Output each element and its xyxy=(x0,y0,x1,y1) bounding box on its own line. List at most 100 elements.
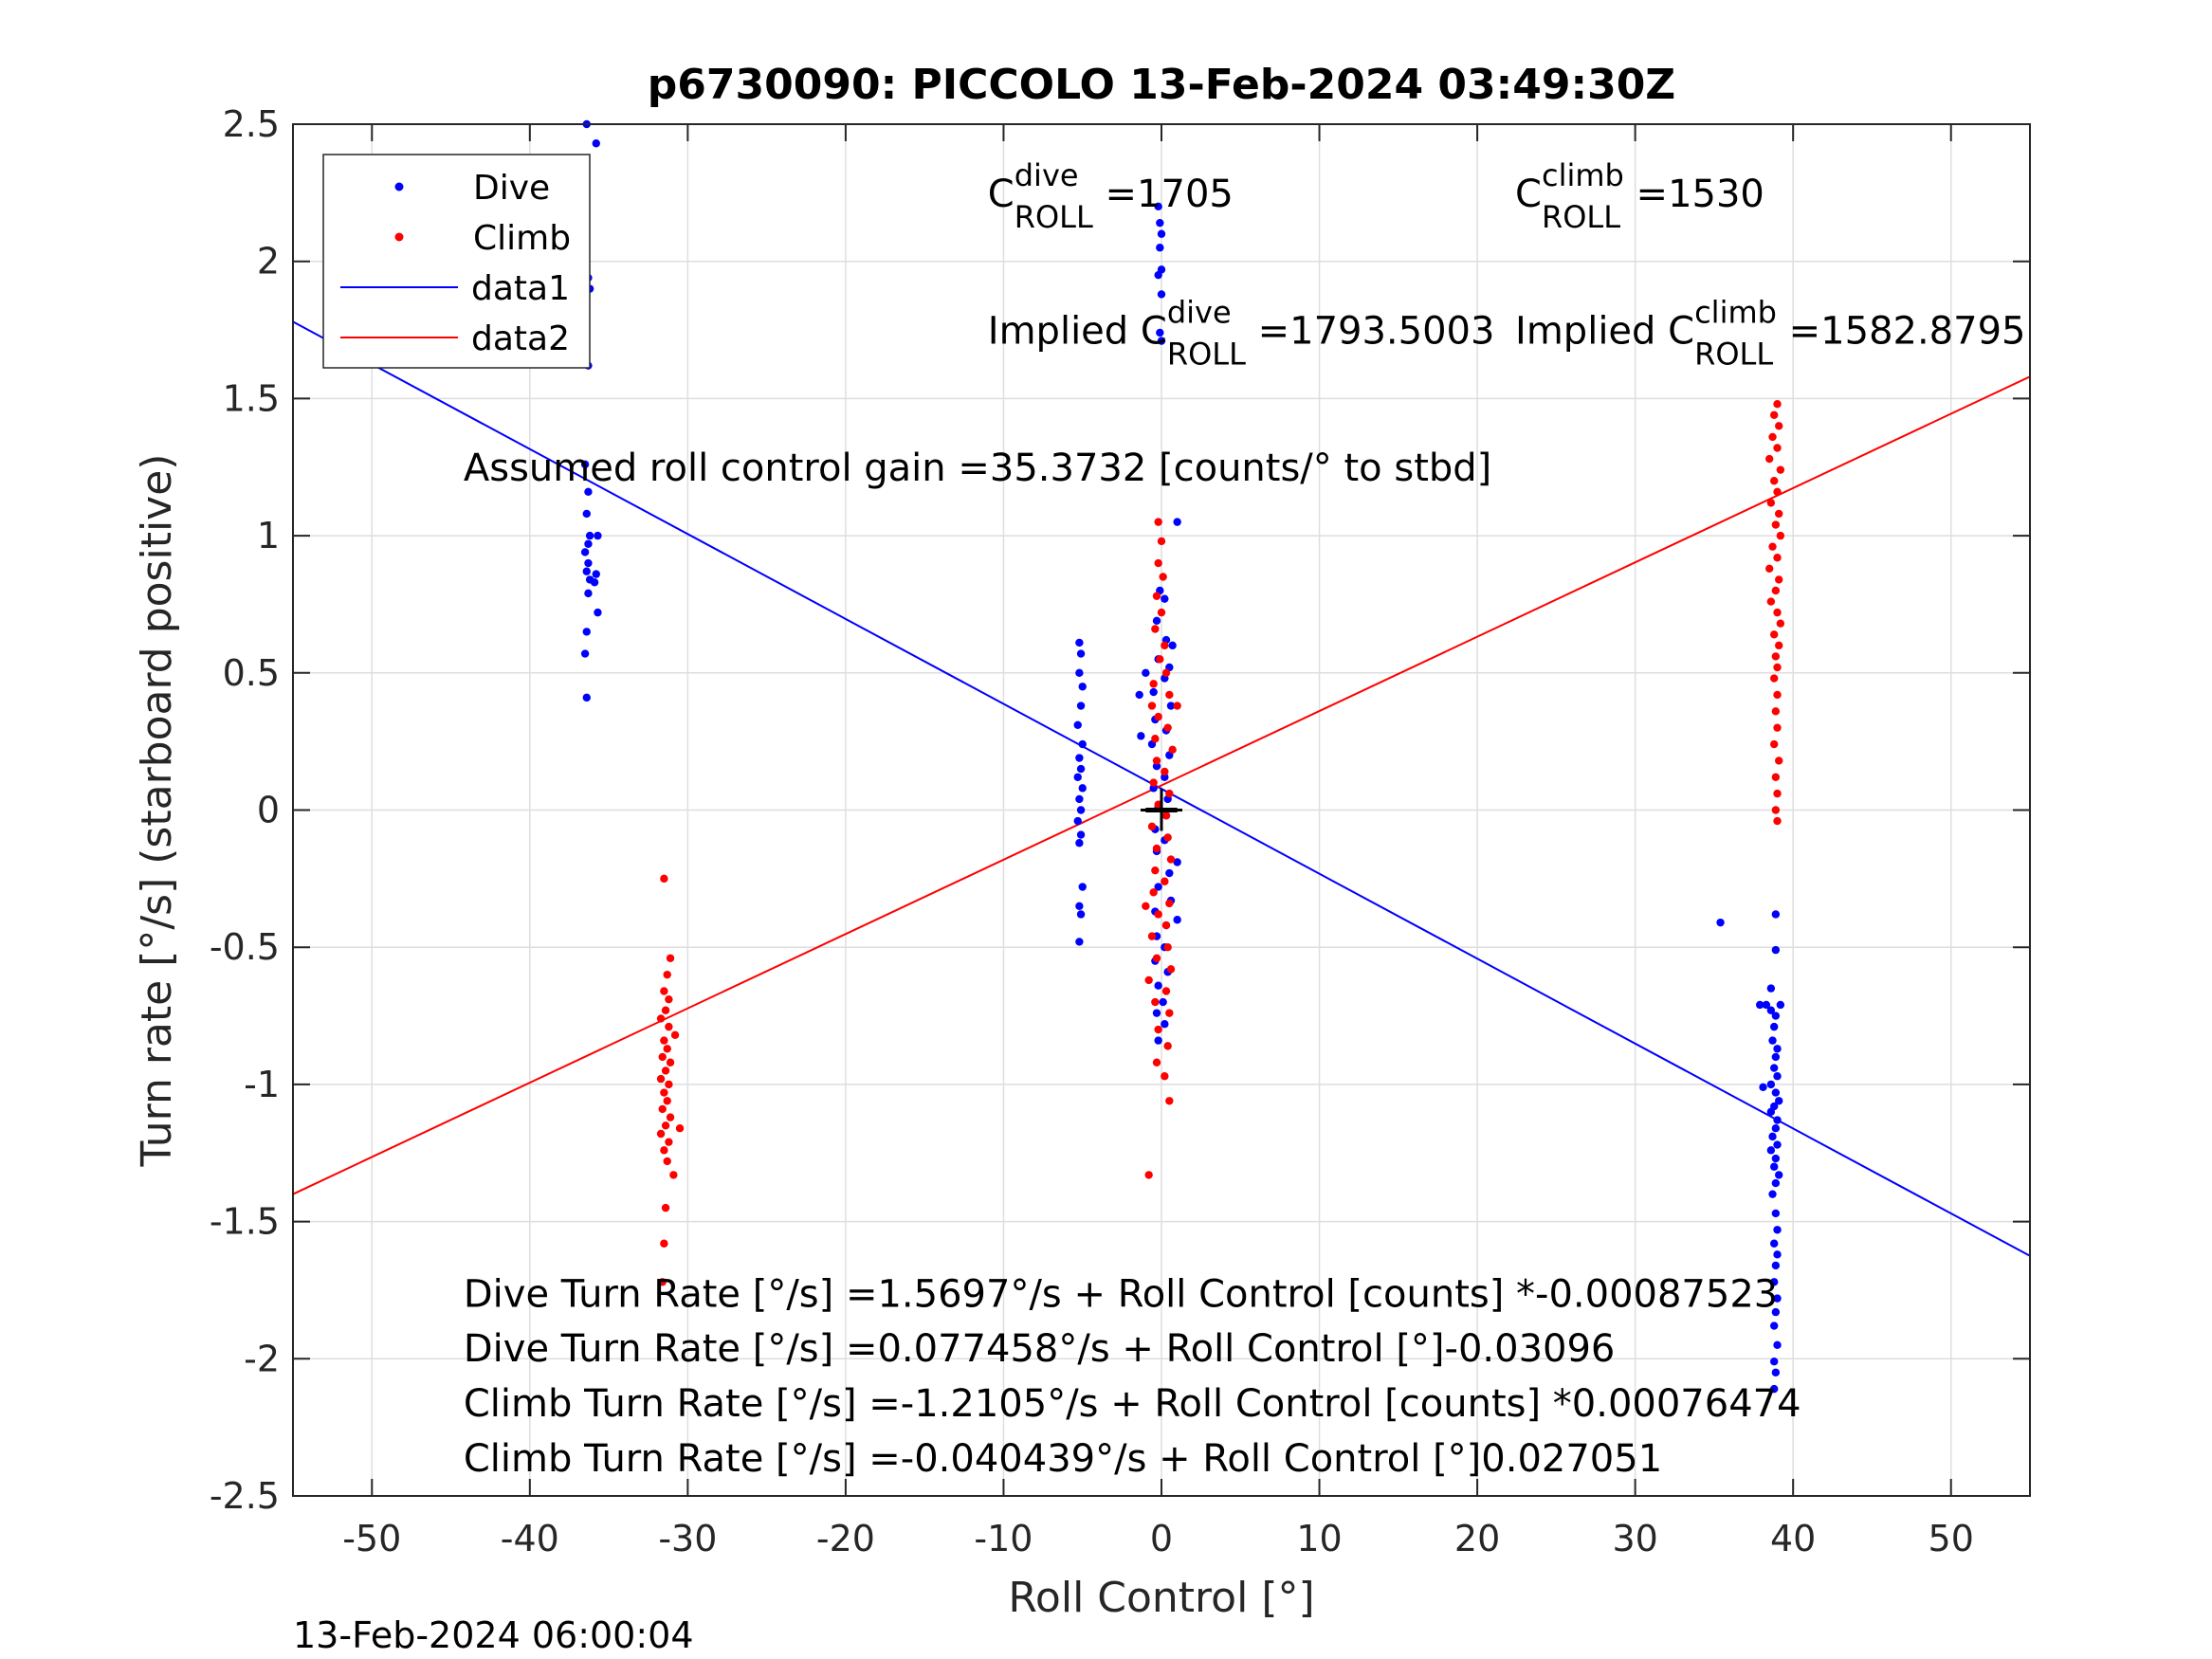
climb-point xyxy=(1774,641,1783,650)
climb-point xyxy=(1166,855,1176,864)
dive-point xyxy=(1154,270,1162,280)
climb-point xyxy=(1768,432,1777,442)
climb-point xyxy=(1773,608,1782,617)
climb-point xyxy=(1165,1009,1174,1017)
climb-point xyxy=(1156,655,1164,664)
dive-point xyxy=(1773,1226,1782,1234)
dive-point xyxy=(592,570,600,578)
climb-point xyxy=(658,1278,667,1286)
climb-point xyxy=(658,1052,667,1062)
dive-point xyxy=(1076,806,1086,814)
dive-point xyxy=(1773,1045,1782,1053)
dive-point xyxy=(580,460,590,469)
dive-point xyxy=(1771,1209,1781,1218)
climb-point xyxy=(669,1171,678,1179)
climb-point xyxy=(1161,641,1169,650)
dive-point xyxy=(584,539,593,548)
fit-lines xyxy=(293,320,2030,1257)
dive-point xyxy=(1776,1000,1785,1010)
climb-point xyxy=(1159,573,1167,581)
dive-point xyxy=(1075,668,1084,677)
climb-point xyxy=(1151,625,1160,633)
climb-point xyxy=(1152,844,1161,853)
climb-point xyxy=(1149,680,1158,688)
dive-point xyxy=(1173,518,1181,526)
climb-point xyxy=(1771,806,1781,814)
axis-ticks: -50 -40 -30 -20 -10 0 10 20 30 40 50-2.5-2-1.5-1-0… xyxy=(210,103,2030,1559)
x-tick-label: -30 xyxy=(658,1518,717,1559)
climb-point xyxy=(665,1022,673,1031)
climb-point xyxy=(660,1239,668,1248)
climb-point xyxy=(1776,619,1785,628)
dive-point xyxy=(1076,649,1086,658)
dive-point xyxy=(1168,641,1177,650)
climb-point xyxy=(1773,399,1782,409)
dive-point xyxy=(1766,1080,1776,1089)
dive-point xyxy=(1771,1178,1781,1188)
climb-point xyxy=(660,987,668,995)
dive-point xyxy=(1076,764,1086,774)
dive-point xyxy=(1716,918,1725,927)
climb-point xyxy=(658,1104,667,1114)
climb-point xyxy=(1776,465,1785,474)
dive-point xyxy=(1769,1162,1779,1171)
climb-point xyxy=(661,1203,670,1212)
dive-point xyxy=(1771,1088,1781,1097)
legend-label-dive: Dive xyxy=(473,169,550,208)
climb-point xyxy=(665,994,673,1004)
dive-point xyxy=(1766,1006,1776,1014)
climb-point xyxy=(663,970,671,979)
dive-point xyxy=(1157,229,1166,238)
dive-point xyxy=(1073,720,1082,729)
climb-point xyxy=(1771,652,1781,661)
y-tick-label: 0.5 xyxy=(223,652,280,694)
climb-point xyxy=(1161,668,1171,677)
climb-point xyxy=(666,1058,675,1066)
x-tick-label: -50 xyxy=(342,1518,401,1559)
annotation-1: Cclimb ROLL =1530 xyxy=(1515,157,1764,235)
fit-line-data1 xyxy=(293,320,2030,1257)
dive-point xyxy=(1771,1052,1781,1062)
climb-point xyxy=(661,1121,670,1130)
dive-point xyxy=(1075,938,1084,946)
climb-point xyxy=(1771,586,1781,595)
climb-point xyxy=(1769,410,1779,419)
y-axis-label: Turn rate [°/s] (starboard positive) xyxy=(133,454,181,1168)
y-tick-label: 1 xyxy=(257,515,280,556)
climb-point xyxy=(1151,997,1160,1007)
climb-point xyxy=(1161,877,1169,885)
annotation-4: Assumed roll control gain =35.3732 [coun… xyxy=(464,447,1491,490)
climb-point xyxy=(1163,1042,1172,1050)
y-tick-label: 2.5 xyxy=(223,103,280,145)
dive-point xyxy=(1762,1000,1771,1010)
climb-point xyxy=(666,954,675,962)
dive-point xyxy=(1073,816,1082,826)
dive-point xyxy=(1076,702,1086,710)
dive-point xyxy=(1161,773,1169,781)
climb-point xyxy=(1773,554,1782,562)
climb-point xyxy=(1151,735,1160,743)
climb-point xyxy=(1765,564,1774,574)
dive-point xyxy=(1771,910,1781,919)
dive-point xyxy=(1156,328,1164,337)
dive-point xyxy=(590,578,599,587)
annotation-7: Climb Turn Rate [°/s] =-1.2105°/s + Roll… xyxy=(464,1382,1801,1426)
climb-point xyxy=(1163,833,1172,842)
climb-point xyxy=(670,1030,680,1040)
dive-point xyxy=(1769,1064,1779,1072)
dive-point xyxy=(1154,883,1162,891)
climb-point xyxy=(1165,690,1174,700)
climb-point xyxy=(663,1097,671,1105)
x-tick-label: 30 xyxy=(1612,1518,1657,1559)
timestamp-footer: 13-Feb-2024 06:00:04 xyxy=(293,1614,694,1656)
climb-point xyxy=(1774,422,1783,430)
climb-point xyxy=(1147,822,1157,831)
dive-point xyxy=(1149,784,1158,793)
climb-point xyxy=(661,1066,670,1075)
dive-point xyxy=(1159,997,1167,1007)
climb-point xyxy=(1766,499,1776,507)
dive-point xyxy=(580,548,590,556)
dive-point xyxy=(1769,1239,1779,1248)
climb-point xyxy=(1151,866,1160,875)
